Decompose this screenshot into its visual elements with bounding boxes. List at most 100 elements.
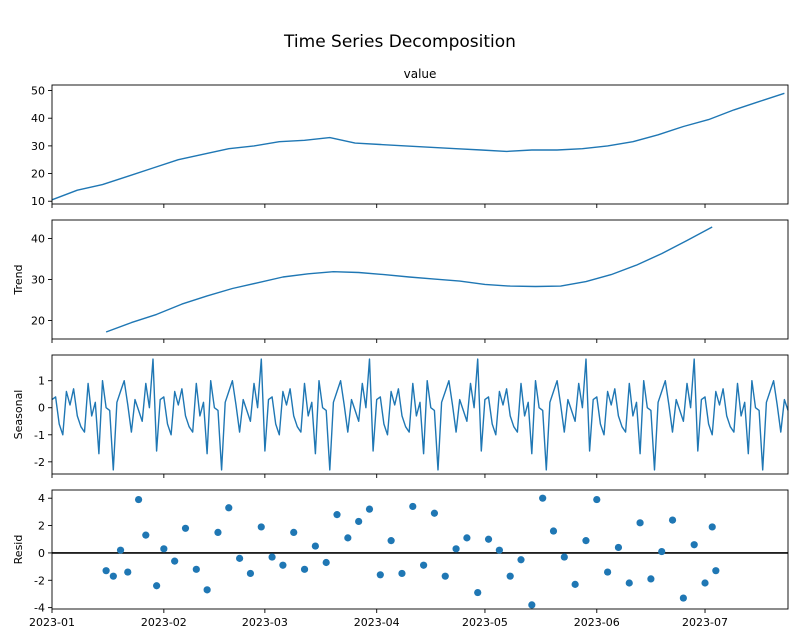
seasonal-panel: -2 -1 0 1 Seasonal [12,354,789,478]
resid-point [625,579,633,587]
resid-point [701,579,709,587]
resid-point [463,534,471,542]
x-tick-label: 2023-06 [574,616,620,629]
resid-point [102,567,110,575]
resid-point [192,565,200,573]
x-tick-label: 2023-03 [242,616,288,629]
resid-point [604,568,612,576]
resid-ytick-label: -2 [34,574,45,587]
resid-point [647,575,655,583]
resid-point [484,535,493,543]
x-tick-label: 2023-05 [462,616,508,629]
seasonal-frame [51,354,789,475]
resid-ytick-label: 4 [38,492,45,505]
observed-ytick-label: 20 [31,168,45,181]
resid-point [290,528,298,537]
resid-point [203,586,211,594]
x-axis: 2023-01 2023-02 2023-03 2023-04 2023-05 2023-… [29,616,728,629]
seasonal-ytick-label: 1 [38,375,45,388]
resid-ytick-label: 0 [38,547,45,560]
resid-point [134,495,143,504]
observed-series-line [51,92,785,201]
resid-point [142,531,150,539]
resid-ytick-label: -4 [34,602,45,615]
seasonal-series-line [51,358,789,471]
resid-ytick-label: 2 [38,520,45,533]
resid-point [124,568,132,576]
resid-point [668,516,677,524]
x-tick-label: 2023-01 [29,616,75,629]
resid-point [279,561,287,569]
resid-point [571,580,579,588]
resid-point [322,558,330,567]
resid-point [344,534,352,542]
trend-ytick-label: 20 [31,315,45,328]
resid-point [582,537,590,545]
resid-point [690,541,698,549]
resid-point [549,527,558,535]
resid-point [225,504,233,512]
resid-point [636,519,644,527]
trend-frame [51,219,789,340]
resid-point [409,502,417,511]
x-tick-label: 2023-02 [141,616,187,629]
resid-point [679,594,687,602]
resid-point [495,546,503,554]
observed-panel-title: value [404,67,437,81]
resid-point [181,524,190,532]
seasonal-ylabel: Seasonal [12,390,25,440]
resid-point [398,569,406,578]
resid-point [365,505,374,513]
resid-point [246,569,255,578]
figure-title: Time Series Decomposition [283,32,516,52]
resid-point [116,546,125,554]
resid-point [539,494,547,502]
resid-point [236,554,244,562]
observed-frame [51,84,789,205]
resid-point [614,543,623,552]
resid-point [593,495,601,504]
resid-point [300,565,309,573]
x-tick-label: 2023-04 [354,616,400,629]
resid-point [311,542,319,550]
resid-point [376,571,384,579]
resid-panel: -4 -2 0 2 4 Resid [12,489,789,615]
trend-panel: 20 30 40 Trend [12,219,789,343]
resid-point [171,557,179,565]
resid-point [517,556,525,564]
trend-ytick-label: 30 [31,274,45,287]
seasonal-ytick-label: -2 [34,456,45,469]
resid-point [387,537,395,545]
trend-series-line [105,226,713,333]
resid-point [658,547,666,556]
resid-point [560,553,568,561]
resid-point [708,523,716,531]
observed-ytick-label: 50 [31,85,45,98]
resid-ylabel: Resid [12,535,25,565]
resid-point [160,545,168,553]
resid-point [214,528,222,537]
observed-panel: 10 20 30 40 50 [31,84,789,208]
chart-panels: 10 20 30 40 50 20 30 40 Trend -2 -1 0 1 Seasonal -4 -2 0… [12,84,789,615]
resid-point [430,509,439,517]
resid-point [452,545,460,553]
resid-point [441,572,449,580]
seasonal-ytick-label: -1 [34,429,45,442]
resid-point [257,523,265,531]
trend-ytick-label: 40 [31,232,45,245]
x-tick-label: 2023-07 [682,616,728,629]
resid-point [712,567,720,575]
resid-point [528,601,536,609]
observed-ytick-label: 30 [31,140,45,153]
seasonal-ytick-label: 0 [38,402,45,415]
resid-point [153,582,161,590]
observed-ytick-label: 10 [31,195,45,208]
observed-ytick-label: 40 [31,112,45,125]
resid-point [355,517,363,526]
resid-point [420,561,428,569]
resid-point [109,572,117,580]
resid-frame [51,489,789,610]
resid-point [474,588,482,597]
trend-ylabel: Trend [12,264,25,295]
